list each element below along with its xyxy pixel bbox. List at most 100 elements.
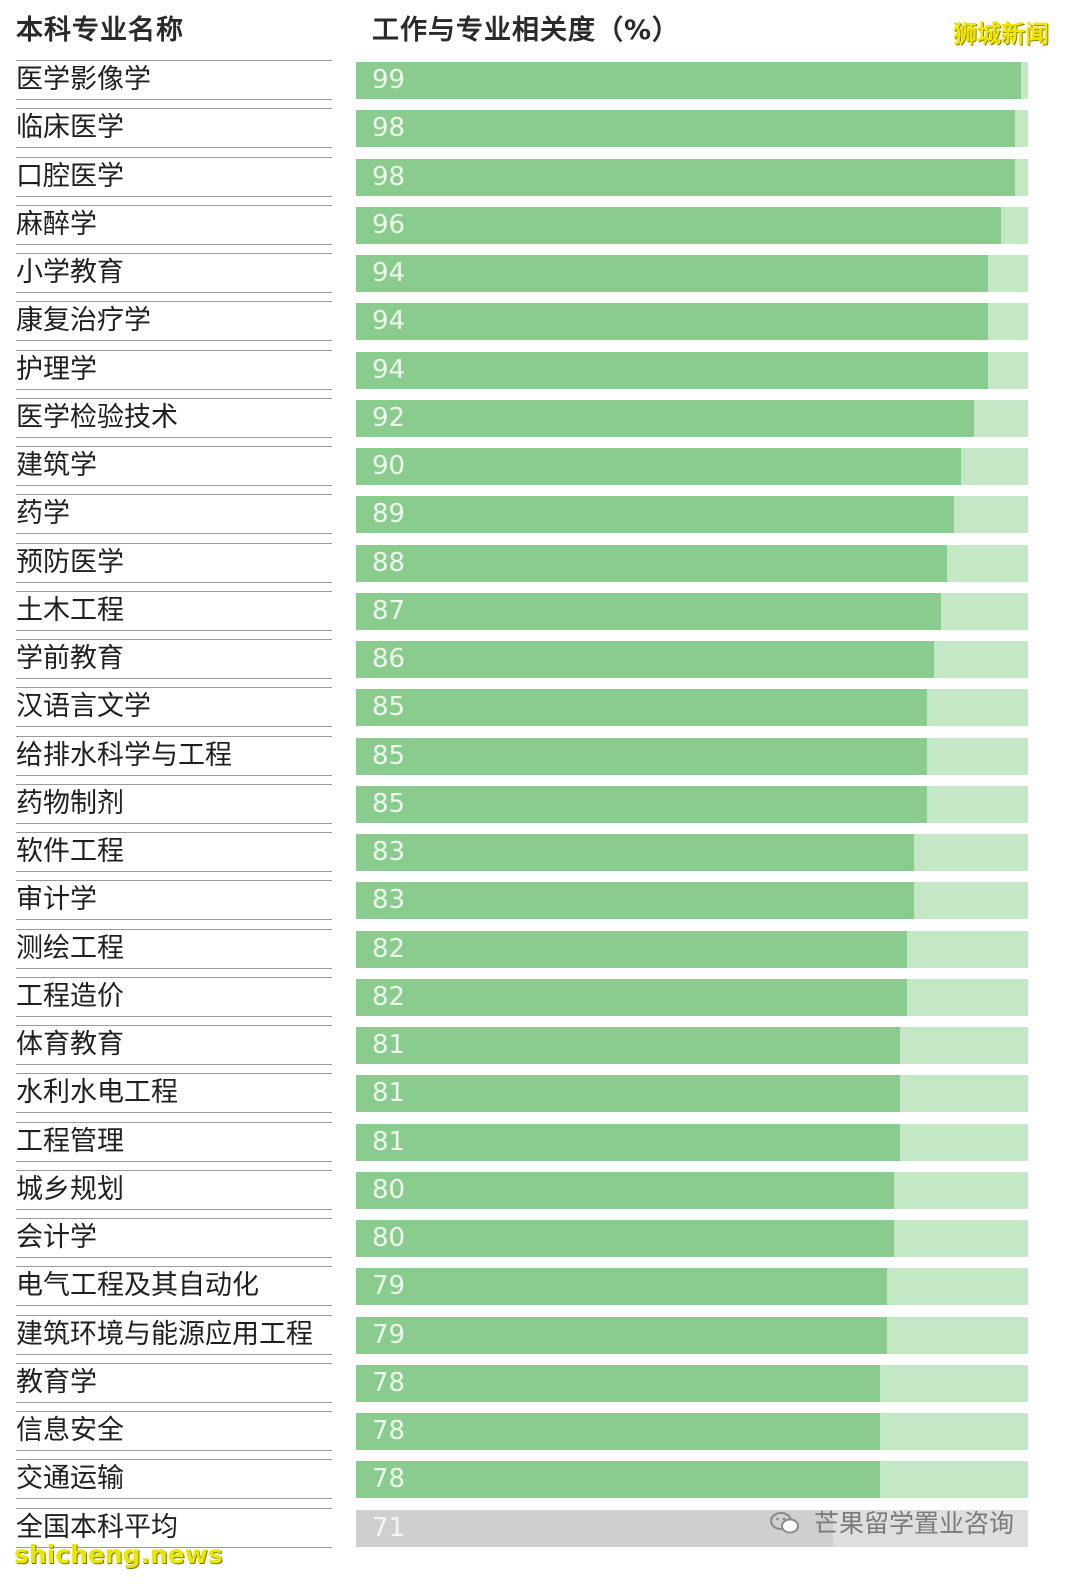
category-label: 临床医学 [16, 108, 332, 148]
data-label: 99 [372, 65, 406, 95]
category-label: 康复治疗学 [16, 301, 332, 341]
bar-row: 信息安全 78 [0, 1408, 1071, 1456]
category-label: 体育教育 [16, 1025, 332, 1065]
bar-track: 80 [356, 1172, 1028, 1209]
bar-track: 78 [356, 1413, 1028, 1450]
bar-track: 79 [356, 1268, 1028, 1305]
category-label: 全国本科平均 [16, 1508, 332, 1548]
data-label: 81 [372, 1030, 406, 1060]
bar-track: 94 [356, 255, 1028, 292]
bar-row: 工程造价 82 [0, 974, 1071, 1022]
bar-row: 建筑环境与能源应用工程 79 [0, 1312, 1071, 1360]
bar-row: 汉语言文学 85 [0, 684, 1071, 732]
bar [356, 496, 955, 533]
category-label: 医学影像学 [16, 60, 332, 100]
category-label: 会计学 [16, 1218, 332, 1258]
bar [356, 931, 908, 968]
bar-row: 土木工程 87 [0, 588, 1071, 636]
bar [356, 1461, 881, 1498]
bar [356, 1075, 901, 1112]
bar-track: 92 [356, 400, 1028, 437]
bar [356, 207, 1002, 244]
data-label: 82 [372, 934, 406, 964]
bar [356, 1365, 881, 1402]
data-label: 85 [372, 789, 406, 819]
site-watermark: shicheng.news [14, 1540, 223, 1569]
bar [356, 1268, 887, 1305]
bar-track: 85 [356, 738, 1028, 775]
data-label: 81 [372, 1127, 406, 1157]
category-label: 审计学 [16, 880, 332, 920]
data-label: 80 [372, 1223, 406, 1253]
bar [356, 738, 928, 775]
bar [356, 786, 928, 823]
bar-track: 78 [356, 1461, 1028, 1498]
bar-track: 90 [356, 448, 1028, 485]
data-label: 96 [372, 210, 406, 240]
brand-logo-text: 狮城新闻 [953, 20, 1049, 48]
data-label: 82 [372, 982, 406, 1012]
bar-track: 82 [356, 931, 1028, 968]
category-label: 护理学 [16, 350, 332, 390]
data-label: 89 [372, 499, 406, 529]
bar-track: 88 [356, 545, 1028, 582]
data-label: 90 [372, 451, 406, 481]
data-label: 71 [372, 1513, 406, 1543]
bar-track: 86 [356, 641, 1028, 678]
bar-track: 82 [356, 979, 1028, 1016]
category-label: 电气工程及其自动化 [16, 1266, 332, 1306]
bar-track: 71 [356, 1510, 1028, 1547]
category-label: 建筑学 [16, 446, 332, 486]
category-label: 交通运输 [16, 1459, 332, 1499]
bar [356, 110, 1015, 147]
bar [356, 834, 914, 871]
bar-row: 药物制剂 85 [0, 781, 1071, 829]
bar-row: 体育教育 81 [0, 1022, 1071, 1070]
bar [356, 1124, 901, 1161]
bar [356, 1220, 894, 1257]
category-label: 汉语言文学 [16, 687, 332, 727]
bar [356, 1172, 894, 1209]
bar-row: 学前教育 86 [0, 636, 1071, 684]
data-label: 78 [372, 1464, 406, 1494]
bar-row: 临床医学 98 [0, 105, 1071, 153]
bar-row: 工程管理 81 [0, 1119, 1071, 1167]
bar-track: 81 [356, 1075, 1028, 1112]
bar [356, 882, 914, 919]
data-label: 78 [372, 1416, 406, 1446]
category-label: 学前教育 [16, 639, 332, 679]
data-label: 79 [372, 1320, 406, 1350]
data-label: 79 [372, 1271, 406, 1301]
data-label: 94 [372, 355, 406, 385]
data-label: 85 [372, 741, 406, 771]
bar-track: 98 [356, 159, 1028, 196]
bar-track: 78 [356, 1365, 1028, 1402]
bar-track: 81 [356, 1124, 1028, 1161]
bar-track: 83 [356, 834, 1028, 871]
bar [356, 689, 928, 726]
category-label: 教育学 [16, 1363, 332, 1403]
bar-track: 85 [356, 689, 1028, 726]
column-header-relevance: 工作与专业相关度（%） [372, 15, 681, 46]
bar-track: 85 [356, 786, 1028, 823]
bar-row: 康复治疗学 94 [0, 298, 1071, 346]
bar-row: 教育学 78 [0, 1360, 1071, 1408]
category-label: 软件工程 [16, 832, 332, 872]
category-label: 医学检验技术 [16, 398, 332, 438]
category-label: 城乡规划 [16, 1170, 332, 1210]
bar-row: 预防医学 88 [0, 540, 1071, 588]
category-label: 麻醉学 [16, 205, 332, 245]
data-label: 78 [372, 1368, 406, 1398]
bar [356, 1413, 881, 1450]
data-label: 86 [372, 644, 406, 674]
bar-row: 软件工程 83 [0, 829, 1071, 877]
category-label: 水利水电工程 [16, 1073, 332, 1113]
data-label: 83 [372, 837, 406, 867]
data-label: 98 [372, 113, 406, 143]
data-label: 92 [372, 403, 406, 433]
data-label: 80 [372, 1175, 406, 1205]
bar-row: 给排水科学与工程 85 [0, 733, 1071, 781]
bar-track: 83 [356, 882, 1028, 919]
bar [356, 159, 1015, 196]
bar-row: 测绘工程 82 [0, 926, 1071, 974]
